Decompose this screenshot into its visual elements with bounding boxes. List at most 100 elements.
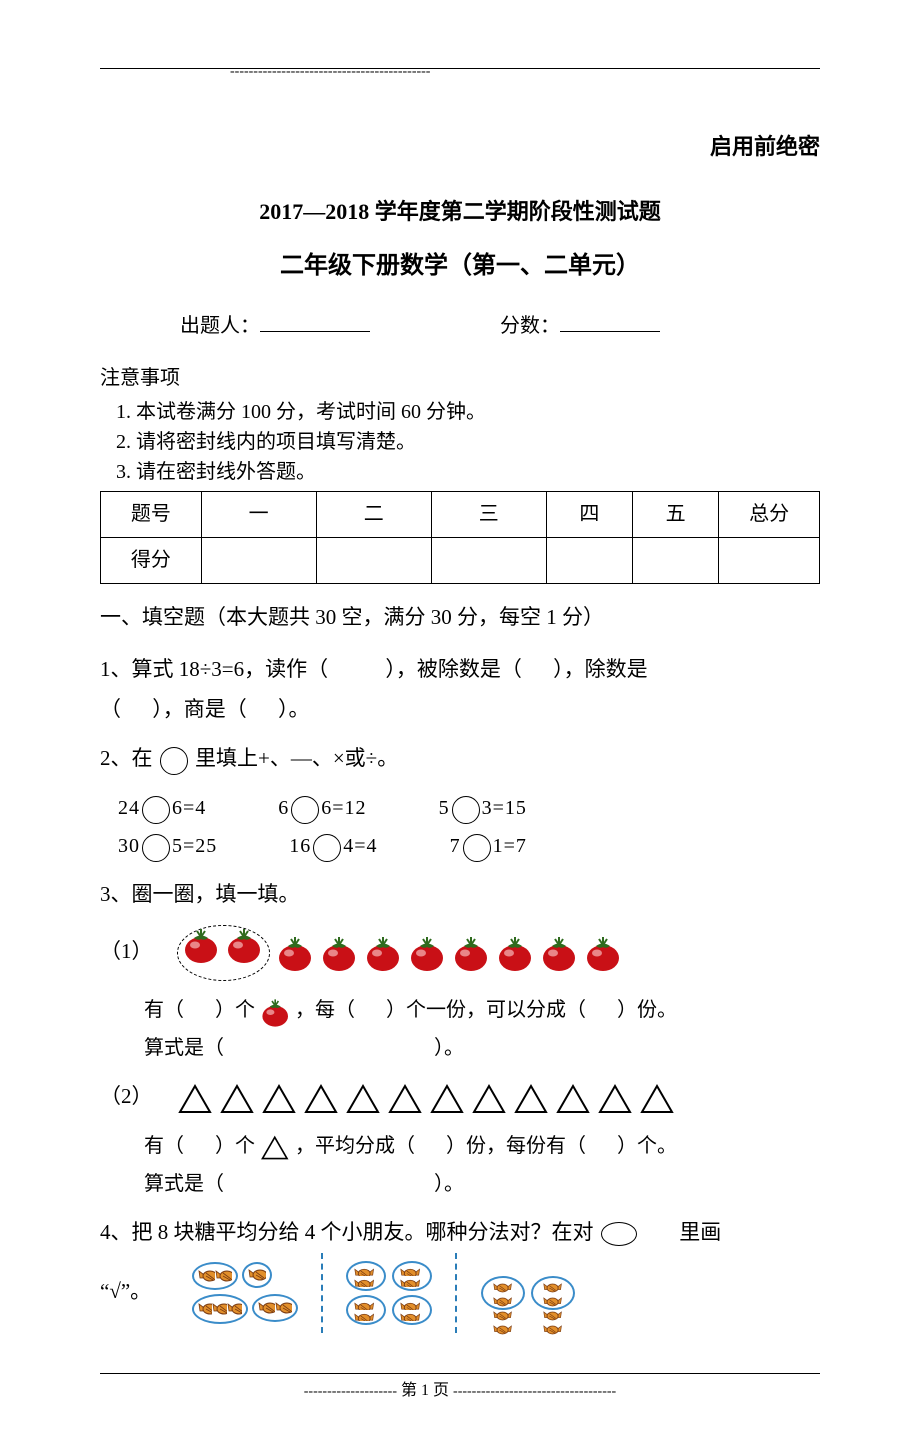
q3-text: ）个: [215, 1135, 255, 1157]
candy-icon: [543, 1280, 563, 1294]
candy-icon: [400, 1276, 424, 1287]
q3-text: ）。: [434, 1173, 464, 1195]
section-1-title: 一、填空题（本大题共 30 空，满分 30 分，每空 1 分）: [100, 598, 820, 638]
tomato-icon: [260, 997, 290, 1027]
q3-1-label: （1）: [100, 939, 153, 963]
tomato-icon: [452, 934, 490, 972]
circle-blank-icon: [452, 796, 480, 824]
exam-title-line1: 2017—2018 学年度第二学期阶段性测试题: [100, 191, 820, 233]
q3-1-formula: 算式是（ ）。: [100, 1029, 820, 1067]
candy-icon: [400, 1299, 424, 1310]
score-header: 题号: [101, 491, 202, 537]
candy-icon: [493, 1280, 513, 1294]
score-cell: [316, 537, 431, 583]
note-item: 请在密封线外答题。: [136, 457, 820, 487]
candy-icon: [493, 1322, 513, 1336]
triangle-row: [177, 1082, 675, 1114]
triangle-icon: [387, 1082, 423, 1114]
candy-circle-icon: [481, 1276, 525, 1310]
eq-text: 6: [278, 797, 289, 819]
tomato-icon: [276, 934, 314, 972]
triangle-icon: [303, 1082, 339, 1114]
eq-text: 30: [118, 835, 140, 857]
score-row-label: 得分: [101, 537, 202, 583]
candy-circle-icon: [392, 1261, 432, 1291]
q4-text: 4、把 8 块糖平均分给 4 个小朋友。哪种分法对？在对: [100, 1220, 594, 1244]
candy-circle-icon: [192, 1294, 248, 1324]
eq-text: 6=4: [172, 797, 206, 819]
q3-part2: （2）: [100, 1077, 820, 1117]
q3-text: 有（: [144, 999, 184, 1021]
q3-text: ）个。: [617, 1135, 677, 1157]
candy-icon: [354, 1299, 378, 1310]
score-cell: [546, 537, 632, 583]
tomato-icon: [584, 934, 622, 972]
candy-circle-icon: [346, 1261, 386, 1291]
q3-text: ，平均分成（: [295, 1135, 415, 1157]
score-cell: [431, 537, 546, 583]
question-1: 1、算式 18÷3=6，读作（ ），被除数是（ ），除数是 （ ），商是（ ）。: [100, 650, 820, 730]
tomato-row: [177, 925, 622, 981]
author-blank: [260, 312, 370, 332]
notes-title: 注意事项: [100, 359, 820, 397]
candy-icon: [400, 1310, 424, 1321]
q4-text: “√”。: [100, 1279, 151, 1303]
table-row: 得分: [101, 537, 820, 583]
q3-2-formula: 算式是（ ）。: [100, 1165, 820, 1203]
score-cell: [719, 537, 820, 583]
tomato-icon: [496, 934, 534, 972]
triangle-icon: [260, 1134, 290, 1160]
candy-option-3: [481, 1276, 575, 1310]
score-header: 二: [316, 491, 431, 537]
confidential-label: 启用前绝密: [100, 126, 820, 168]
candy-option-2: [346, 1261, 432, 1325]
tomato-icon: [225, 926, 263, 964]
candy-icon: [354, 1276, 378, 1287]
q3-text: ）份。: [617, 999, 677, 1021]
question-4: 4、把 8 块糖平均分给 4 个小朋友。哪种分法对？在对 里画 “√”。: [100, 1213, 820, 1333]
triangle-icon: [555, 1082, 591, 1114]
author-label: 出题人：: [180, 315, 260, 337]
candy-icon: [543, 1308, 563, 1322]
candy-icon: [543, 1294, 563, 1308]
q3-2-label: （2）: [100, 1084, 153, 1108]
meta-line: 出题人： 分数：: [100, 307, 820, 345]
q3-text: ）。: [434, 1037, 464, 1059]
triangle-icon: [513, 1082, 549, 1114]
q3-text: ）份，每份有（: [446, 1135, 586, 1157]
triangle-icon: [261, 1082, 297, 1114]
score-header: 五: [633, 491, 719, 537]
top-dashes: ----------------------------------------…: [230, 59, 820, 86]
score-label: 分数：: [500, 315, 560, 337]
candy-circle-icon: [242, 1262, 272, 1288]
q3-text: ，每（: [295, 999, 355, 1021]
q3-part1: （1）: [100, 925, 820, 981]
candy-icon: [543, 1322, 563, 1336]
eq-row-2: 305=25 164=4 71=7: [100, 827, 820, 865]
candy-icon: [215, 1266, 232, 1286]
q3-text: ）个: [215, 999, 255, 1021]
eq-text: 6=12: [321, 797, 366, 819]
q2-text: 里填上+、―、×或÷。: [195, 746, 398, 770]
triangle-icon: [345, 1082, 381, 1114]
score-cell: [633, 537, 719, 583]
circle-blank-icon: [463, 834, 491, 862]
tomato-icon: [408, 934, 446, 972]
candy-icon: [275, 1298, 292, 1318]
q3-text: ）个一份，可以分成（: [386, 999, 586, 1021]
q1-text: ），除数是: [553, 657, 648, 681]
q3-text: 算式是（: [144, 1037, 224, 1059]
tomato-icon: [540, 934, 578, 972]
notes-list: 本试卷满分 100 分，考试时间 60 分钟。 请将密封线内的项目填写清楚。 请…: [100, 397, 820, 487]
eq-text: 24: [118, 797, 140, 819]
triangle-icon: [429, 1082, 465, 1114]
circle-blank-icon: [160, 747, 188, 775]
candy-icon: [493, 1308, 513, 1322]
candy-circle-icon: [192, 1262, 238, 1290]
q4-text: 里画: [679, 1220, 721, 1244]
exam-title-line2: 二年级下册数学（第一、二单元）: [100, 243, 820, 289]
eq-text: 3=15: [482, 797, 527, 819]
note-item: 请将密封线内的项目填写清楚。: [136, 427, 820, 457]
score-cell: [201, 537, 316, 583]
circle-blank-icon: [142, 834, 170, 862]
